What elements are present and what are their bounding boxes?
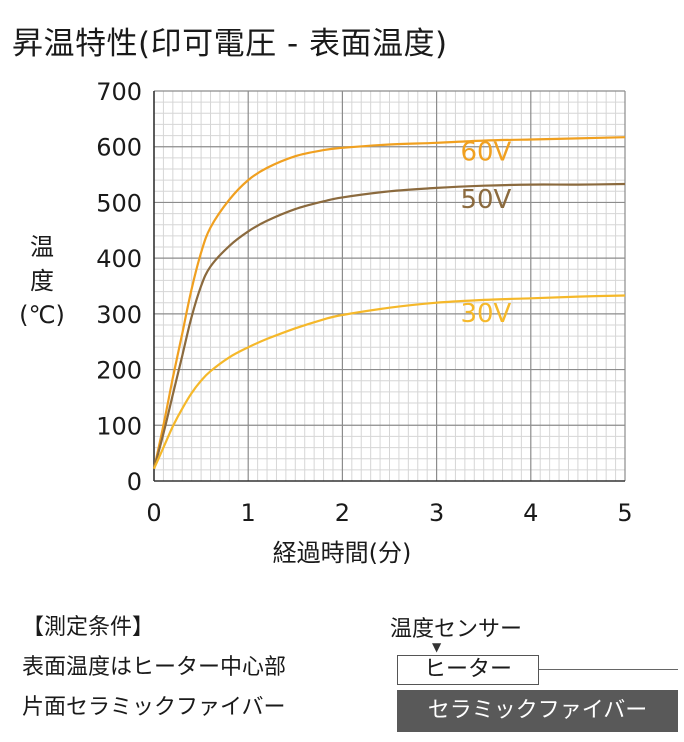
y-tick-labels: 0 100 200 300 400 500 600 700 — [96, 78, 142, 496]
y-axis-label-char-2: 度 — [30, 267, 54, 295]
axes — [153, 91, 625, 482]
series-line-60v — [152, 136, 626, 469]
y-tick-label: 600 — [96, 134, 142, 162]
ceramic-fiber-box: セラミックファイバー — [397, 690, 678, 732]
x-tick-label: 5 — [617, 499, 632, 527]
conditions-line-1: 表面温度はヒーター中心部 — [22, 655, 287, 680]
series-label-60v: 60V — [460, 138, 511, 168]
y-axis-label-unit: (℃) — [19, 301, 65, 329]
y-tick-label: 700 — [96, 78, 142, 106]
y-axis-label-char-1: 温 — [30, 233, 54, 261]
temperature-chart: 0 100 200 300 400 500 600 700 0 1 2 3 4 5 60V 50V 30V — [96, 78, 632, 527]
series-line-30v — [152, 294, 626, 470]
sensor-arrow-icon: ▼ — [432, 640, 442, 654]
series-labels: 60V 50V 30V — [460, 138, 511, 330]
y-axis-label: 温 度 (℃) — [14, 230, 70, 332]
x-tick-label: 4 — [523, 499, 538, 527]
x-tick-label: 0 — [146, 499, 161, 527]
measurement-conditions: 【測定条件】 表面温度はヒーター中心部 片面セラミックファイバー — [22, 608, 286, 728]
conditions-heading: 【測定条件】 — [22, 615, 155, 640]
y-tick-label: 400 — [96, 245, 142, 273]
y-tick-label: 500 — [96, 189, 142, 217]
minor-grid — [154, 91, 625, 481]
series-label-50v: 50V — [460, 185, 511, 215]
series-lines — [152, 136, 626, 470]
series-line-50v — [152, 182, 626, 469]
y-tick-label: 300 — [96, 301, 142, 329]
major-grid — [154, 90, 626, 481]
y-tick-label: 100 — [96, 412, 142, 440]
chart-title: 昇温特性(印可電圧 - 表面温度) — [12, 26, 448, 62]
y-tick-label: 200 — [96, 357, 142, 385]
heater-box: ヒーター — [397, 655, 539, 685]
x-tick-label: 2 — [335, 499, 350, 527]
y-tick-label: 0 — [127, 468, 142, 496]
series-label-30v: 30V — [460, 299, 511, 329]
heater-line — [539, 669, 678, 670]
x-tick-label: 3 — [429, 499, 444, 527]
x-axis-label: 経過時間(分) — [272, 539, 412, 567]
sensor-label: 温度センサー — [390, 617, 523, 642]
x-tick-label: 1 — [241, 499, 256, 527]
x-tick-labels: 0 1 2 3 4 5 — [146, 499, 632, 527]
conditions-line-2: 片面セラミックファイバー — [22, 695, 286, 720]
